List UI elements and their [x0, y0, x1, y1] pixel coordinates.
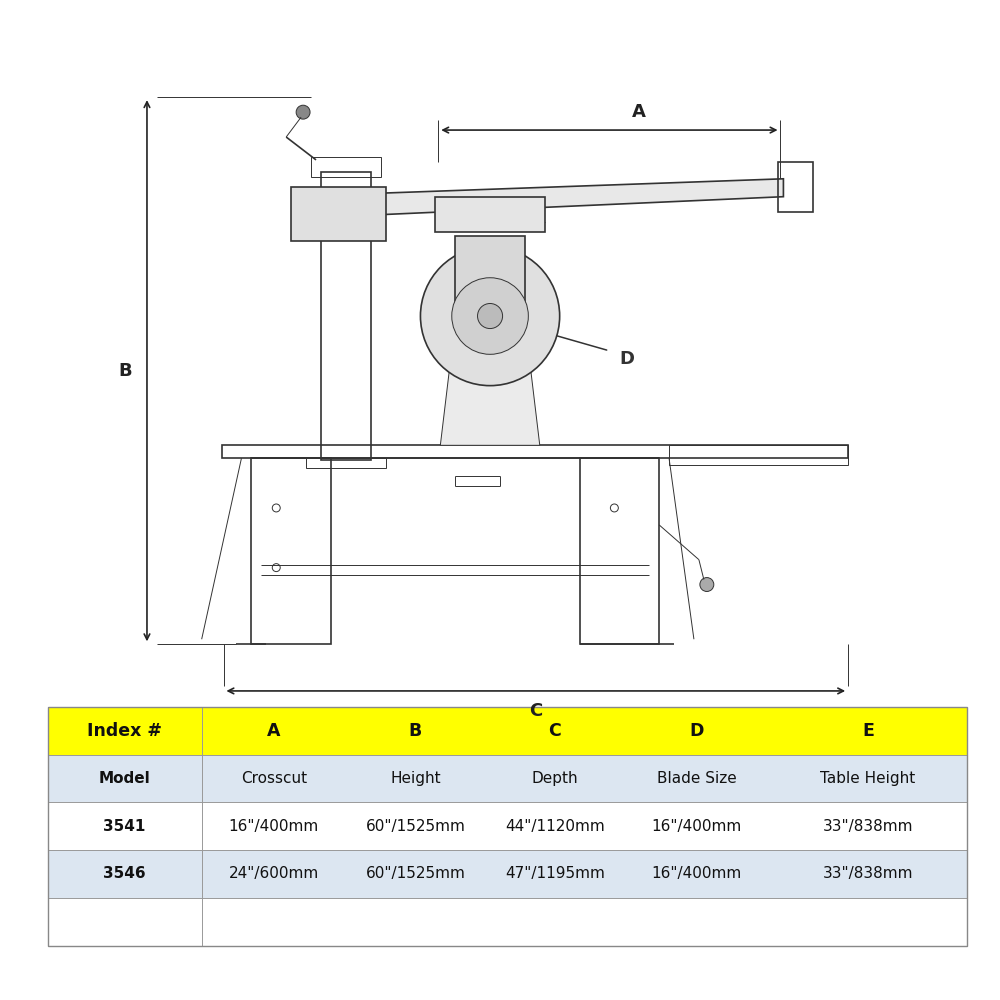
Text: A: A	[267, 722, 281, 740]
Text: C: C	[548, 722, 561, 740]
Text: E: E	[862, 722, 874, 740]
Bar	[48, 755, 967, 802]
Text: 47"/1195mm: 47"/1195mm	[505, 866, 605, 881]
Text: B: B	[409, 722, 422, 740]
Text: Blade Size: Blade Size	[657, 771, 736, 786]
Text: A: A	[632, 103, 646, 121]
Text: 44"/1120mm: 44"/1120mm	[505, 819, 605, 834]
Circle shape	[420, 246, 560, 386]
Text: 3541: 3541	[103, 819, 146, 834]
Text: Index #: Index #	[87, 722, 162, 740]
Bar	[306, 458, 386, 468]
Text: 16"/400mm: 16"/400mm	[651, 866, 742, 881]
Bar	[48, 850, 967, 898]
Text: 33"/838mm: 33"/838mm	[823, 819, 913, 834]
Polygon shape	[338, 179, 783, 217]
Text: D: D	[619, 350, 634, 368]
Text: Model: Model	[99, 771, 150, 786]
Text: D: D	[689, 722, 704, 740]
Text: 3546: 3546	[103, 866, 146, 881]
Bar	[222, 445, 848, 458]
Bar	[455, 236, 525, 306]
Bar	[48, 707, 967, 755]
Bar	[251, 458, 331, 644]
Text: 24"/600mm: 24"/600mm	[229, 866, 319, 881]
Text: C: C	[529, 702, 542, 720]
Text: B: B	[118, 362, 132, 380]
Circle shape	[478, 303, 503, 329]
Bar	[321, 172, 371, 460]
Text: Height: Height	[390, 771, 441, 786]
Polygon shape	[440, 321, 540, 445]
Circle shape	[700, 578, 714, 591]
Bar	[435, 197, 545, 232]
Text: 60"/1525mm: 60"/1525mm	[366, 866, 465, 881]
Text: Depth: Depth	[531, 771, 578, 786]
Bar	[778, 162, 813, 212]
Bar	[48, 707, 967, 946]
Bar	[311, 157, 381, 177]
Text: 60"/1525mm: 60"/1525mm	[366, 819, 465, 834]
Bar	[291, 187, 386, 241]
Bar	[580, 458, 659, 644]
Bar	[669, 445, 848, 465]
Bar	[48, 802, 967, 850]
Text: 33"/838mm: 33"/838mm	[823, 866, 913, 881]
Text: 16"/400mm: 16"/400mm	[651, 819, 742, 834]
Circle shape	[452, 278, 528, 354]
Circle shape	[296, 105, 310, 119]
Text: 16"/400mm: 16"/400mm	[229, 819, 319, 834]
Text: Crosscut: Crosscut	[241, 771, 307, 786]
Text: Table Height: Table Height	[820, 771, 916, 786]
